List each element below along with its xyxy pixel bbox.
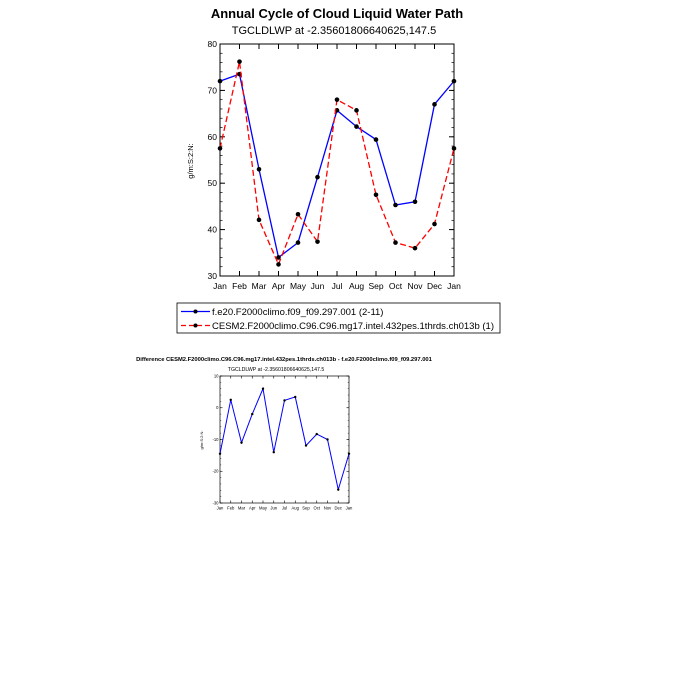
difference-series-line-1 bbox=[219, 386, 350, 490]
legend-marker-series-2 bbox=[193, 323, 198, 328]
difference-x-tick-label: May bbox=[259, 505, 268, 510]
y-tick-label: 70 bbox=[208, 85, 218, 95]
series-2-point bbox=[295, 211, 301, 217]
difference-plot-frame bbox=[219, 375, 350, 504]
difference-x-tick-label: Apr bbox=[249, 505, 256, 510]
annual-cycle-chart: Annual Cycle of Cloud Liquid Water Path … bbox=[176, 6, 501, 334]
series-2-point bbox=[256, 217, 262, 223]
difference-y-tick-label: 0 bbox=[216, 405, 219, 410]
x-tick-label: Jan bbox=[213, 281, 227, 291]
legend: f.e20.F2000climo.f09_f09.297.001 (2-11) … bbox=[176, 302, 501, 334]
series-1-point bbox=[295, 240, 301, 245]
difference-y-tick-label: -30 bbox=[212, 500, 219, 505]
series-2-point bbox=[412, 245, 418, 251]
y-tick-label: 60 bbox=[208, 132, 218, 142]
difference-y-axis-label: g/m:S:2:N: bbox=[199, 431, 204, 450]
series-1-point bbox=[217, 78, 223, 84]
series-1-point bbox=[451, 78, 457, 84]
difference-series-1-point bbox=[218, 452, 222, 455]
x-tick-label: Nov bbox=[407, 281, 423, 291]
legend-label-series-2: CESM2.F2000climo.C96.C96.mg17.intel.432p… bbox=[212, 321, 494, 332]
series-2-point bbox=[334, 97, 340, 102]
difference-series-1-point bbox=[283, 399, 286, 402]
difference-x-tick-label: Mar bbox=[238, 505, 246, 510]
difference-y-tick-label: 10 bbox=[214, 373, 219, 378]
difference-chart-title: Difference CESM2.F2000climo.C96.C96.mg17… bbox=[136, 357, 433, 363]
series-2-point bbox=[217, 146, 223, 151]
series-1-point bbox=[256, 166, 262, 172]
x-tick-label: Mar bbox=[252, 281, 267, 291]
difference-series-1-point bbox=[261, 387, 265, 390]
series-2-point bbox=[393, 240, 398, 245]
x-tick-label: Jan bbox=[447, 281, 461, 291]
x-tick-label: Oct bbox=[389, 281, 403, 291]
difference-series-1-point bbox=[347, 452, 351, 455]
difference-x-tick-label: Dec bbox=[335, 505, 342, 510]
difference-series-1-point bbox=[315, 432, 318, 436]
series-2-point bbox=[237, 59, 242, 64]
x-tick-label: Sep bbox=[368, 281, 383, 291]
chart-title: Annual Cycle of Cloud Liquid Water Path bbox=[211, 6, 463, 21]
difference-series-1-point bbox=[294, 395, 297, 399]
x-tick-label: Jul bbox=[332, 281, 343, 291]
x-tick-label: Apr bbox=[272, 281, 285, 291]
x-tick-label: May bbox=[290, 281, 307, 291]
difference-series-1-point bbox=[272, 451, 275, 454]
x-tick-label: Dec bbox=[427, 281, 443, 291]
series-1-point bbox=[432, 102, 437, 107]
series-1-point bbox=[373, 137, 379, 142]
x-tick-label: Feb bbox=[232, 281, 247, 291]
series-2-point bbox=[276, 262, 281, 267]
difference-x-tick-label: Oct bbox=[313, 505, 320, 510]
difference-series-1-point bbox=[229, 398, 232, 402]
y-tick-label: 30 bbox=[208, 271, 218, 281]
difference-series-1-point bbox=[240, 441, 243, 444]
series-2-point bbox=[354, 108, 359, 113]
difference-series-1-point bbox=[251, 412, 254, 416]
series-1-point bbox=[315, 174, 320, 180]
legend-label-series-1: f.e20.F2000climo.f09_f09.297.001 (2-11) bbox=[212, 307, 383, 318]
x-tick-label: Aug bbox=[349, 281, 364, 291]
difference-chart: Difference CESM2.F2000climo.C96.C96.mg17… bbox=[136, 357, 433, 510]
difference-x-tick-label: Nov bbox=[324, 505, 332, 510]
series-line-2 bbox=[219, 61, 455, 267]
plot-frame bbox=[219, 43, 455, 277]
series-1-point bbox=[412, 199, 418, 205]
y-tick-label: 40 bbox=[208, 225, 218, 235]
difference-series-1-point bbox=[304, 444, 308, 447]
series-2-point bbox=[373, 192, 379, 198]
legend-box bbox=[176, 302, 501, 334]
series-2-point bbox=[451, 146, 457, 151]
difference-x-tick-label: Jan bbox=[346, 505, 353, 510]
difference-x-tick-label: Feb bbox=[227, 505, 235, 510]
difference-x-tick-label: Jun bbox=[270, 505, 277, 510]
y-tick-label: 50 bbox=[208, 178, 218, 188]
difference-chart-subtitle: TGCLDLWP at -2.35601806640625,147.5 bbox=[228, 367, 325, 373]
difference-x-tick-label: Aug bbox=[292, 505, 300, 510]
series-1-point bbox=[276, 255, 281, 260]
chart-subtitle: TGCLDLWP at -2.35601806640625,147.5 bbox=[232, 25, 436, 37]
difference-y-tick-label: -20 bbox=[212, 469, 219, 474]
series-1-point bbox=[354, 124, 359, 129]
difference-x-tick-label: Jul bbox=[282, 505, 287, 510]
series-1-point bbox=[393, 202, 398, 208]
difference-x-tick-label: Jan bbox=[217, 505, 224, 510]
series-2-point bbox=[315, 239, 320, 244]
legend-marker-series-1 bbox=[193, 309, 198, 314]
y-tick-label: 80 bbox=[208, 39, 218, 49]
difference-series-1-point bbox=[326, 438, 329, 441]
x-tick-label: Jun bbox=[311, 281, 325, 291]
difference-y-tick-label: -10 bbox=[212, 437, 219, 442]
difference-x-tick-label: Sep bbox=[302, 505, 310, 510]
series-2-point bbox=[432, 221, 437, 227]
y-axis-label: g/m:S:2:N: bbox=[186, 143, 195, 178]
difference-series-1-point bbox=[337, 488, 340, 491]
